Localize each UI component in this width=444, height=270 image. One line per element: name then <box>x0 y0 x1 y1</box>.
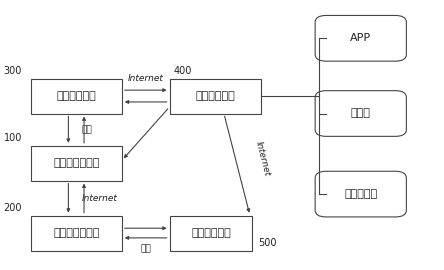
Text: 500: 500 <box>259 238 277 248</box>
FancyBboxPatch shape <box>315 15 406 61</box>
Text: 车场同步客户端: 车场同步客户端 <box>53 228 99 238</box>
FancyBboxPatch shape <box>315 91 406 136</box>
FancyBboxPatch shape <box>31 79 122 113</box>
Text: Internet: Internet <box>128 75 164 83</box>
Text: 内网: 内网 <box>140 245 151 254</box>
Text: 200: 200 <box>4 203 22 213</box>
Text: Internet: Internet <box>254 141 272 178</box>
FancyBboxPatch shape <box>31 146 122 181</box>
Text: 100: 100 <box>4 133 22 143</box>
Text: Internet: Internet <box>81 194 117 202</box>
Text: 社区业务系统: 社区业务系统 <box>195 91 235 101</box>
Text: 车场业务系统: 车场业务系统 <box>191 228 231 238</box>
Text: 400: 400 <box>174 66 192 76</box>
FancyBboxPatch shape <box>170 215 252 251</box>
Text: 公众号: 公众号 <box>351 109 371 119</box>
Text: 300: 300 <box>4 66 22 76</box>
Text: 微信小程序: 微信小程序 <box>344 189 377 199</box>
Text: 内网: 内网 <box>81 125 92 134</box>
Text: 物业同步服务端: 物业同步服务端 <box>53 158 99 168</box>
FancyBboxPatch shape <box>31 215 122 251</box>
FancyBboxPatch shape <box>170 79 261 113</box>
Text: APP: APP <box>350 33 371 43</box>
FancyBboxPatch shape <box>315 171 406 217</box>
Text: 物业业务系统: 物业业务系统 <box>56 91 96 101</box>
